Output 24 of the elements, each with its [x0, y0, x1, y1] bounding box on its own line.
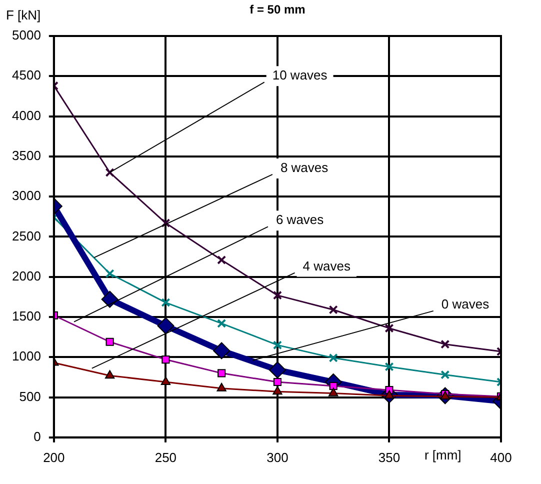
y-tick-label: 4500 [12, 68, 41, 83]
y-tick-label: 2500 [12, 228, 41, 244]
y-tick-label: 500 [19, 388, 41, 404]
x-tick-label: 250 [154, 450, 177, 465]
chart-title: f = 50 mm [250, 2, 306, 16]
y-tick-label: 5000 [12, 28, 41, 43]
annotation: 6 waves [276, 212, 324, 228]
x-axis-title: r [mm] [424, 447, 462, 462]
y-tick-label: 4000 [12, 108, 41, 123]
y-tick-label: 0 [34, 428, 41, 444]
x-tick-label: 400 [490, 450, 512, 465]
y-tick-label: 1500 [12, 308, 41, 324]
annotation: 10 waves [272, 68, 328, 83]
x-tick-label: 350 [378, 450, 400, 465]
y-tick-label: 3000 [12, 188, 41, 204]
y-axis-title: F [kN] [6, 8, 41, 23]
x-tick-label: 300 [266, 450, 288, 465]
annotation: 0 waves [441, 296, 490, 312]
annotation: 8 waves [280, 160, 329, 176]
y-tick-label: 3500 [12, 148, 41, 163]
y-tick-label: 1000 [12, 348, 41, 364]
y-tick-label: 2000 [12, 268, 41, 284]
x-tick-label: 200 [43, 450, 65, 465]
annotation: 4 waves [302, 258, 351, 274]
